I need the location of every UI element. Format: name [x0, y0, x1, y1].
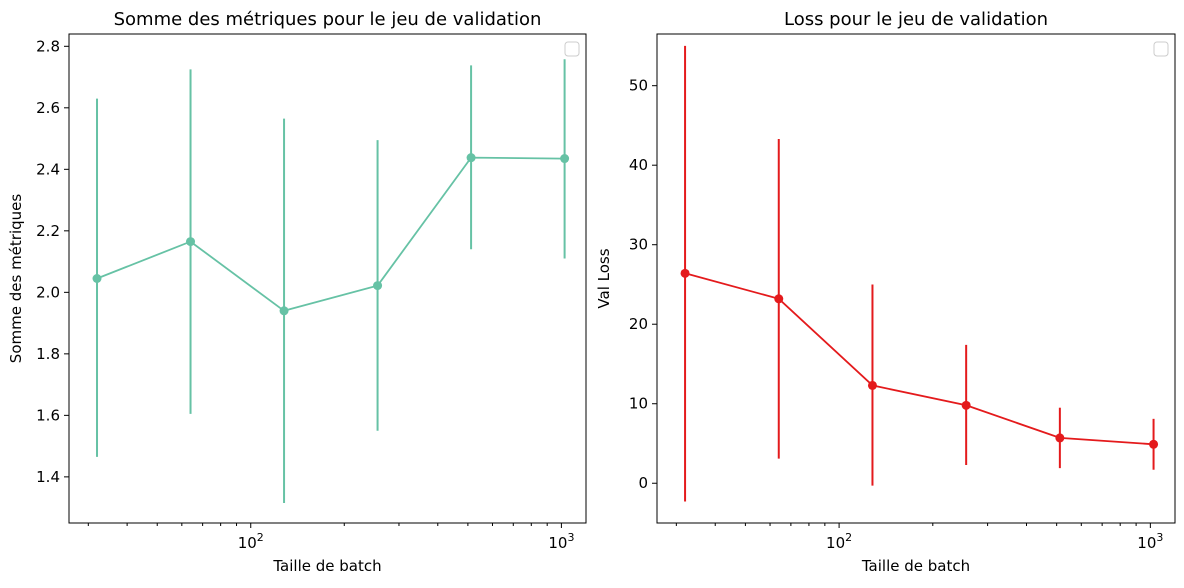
- metrics-x-axis-label: Taille de batch: [272, 557, 381, 575]
- metrics-data-point: [279, 306, 289, 316]
- loss-y-tick-label: 10: [629, 395, 648, 413]
- metrics-data-point: [186, 237, 196, 247]
- metrics-data-point: [373, 281, 383, 291]
- loss-y-tick-label: 40: [629, 156, 648, 174]
- loss-x-axis-label: Taille de batch: [861, 557, 970, 575]
- loss-x-tick-label: 102: [826, 531, 852, 552]
- metrics-x-tick-label: 102: [238, 531, 264, 552]
- loss-y-tick-label: 0: [638, 474, 648, 492]
- loss-y-axis-label: Val Loss: [595, 248, 613, 308]
- loss-x-tick-label: 103: [1137, 531, 1163, 552]
- metrics-data-point: [560, 154, 570, 164]
- metrics-y-tick-label: 2.0: [36, 283, 60, 301]
- loss-chart-panel: Loss pour le jeu de validation Taille de …: [595, 9, 1176, 575]
- loss-data-point: [867, 380, 877, 390]
- metrics-chart-panel: Somme des métriques pour le jeu de valid…: [7, 9, 587, 575]
- loss-legend: [1153, 41, 1169, 57]
- metrics-y-tick-label: 1.8: [36, 345, 60, 363]
- metrics-y-tick-label: 2.6: [36, 99, 60, 117]
- metrics-plot-frame: [68, 33, 587, 524]
- metrics-y-tick-label: 1.6: [36, 406, 60, 424]
- loss-plot-frame: [656, 33, 1176, 524]
- metrics-data-point: [466, 153, 476, 163]
- metrics-y-tick-label: 2.2: [36, 222, 60, 240]
- loss-y-tick-label: 20: [629, 315, 648, 333]
- metrics-y-axis-label: Somme des métriques: [7, 194, 25, 364]
- metrics-chart-title: Somme des métriques pour le jeu de valid…: [114, 9, 542, 30]
- metrics-y-tick-label: 1.4: [36, 468, 60, 486]
- loss-data-point: [774, 294, 784, 304]
- metrics-y-tick-label: 2.8: [36, 37, 60, 55]
- metrics-x-tick-label: 103: [548, 531, 574, 552]
- loss-data-point: [961, 400, 971, 410]
- loss-y-tick-label: 50: [629, 77, 648, 95]
- loss-chart-title: Loss pour le jeu de validation: [784, 9, 1048, 30]
- metrics-data-point: [92, 274, 102, 283]
- metrics-y-tick-label: 2.4: [36, 160, 60, 178]
- loss-data-point: [1149, 439, 1159, 449]
- loss-data-point: [1055, 433, 1065, 443]
- loss-y-tick-label: 30: [629, 236, 648, 254]
- loss-data-point: [680, 268, 690, 278]
- loss-series-line: [684, 272, 1154, 446]
- metrics-series-line: [96, 156, 565, 312]
- metrics-legend: [564, 41, 580, 57]
